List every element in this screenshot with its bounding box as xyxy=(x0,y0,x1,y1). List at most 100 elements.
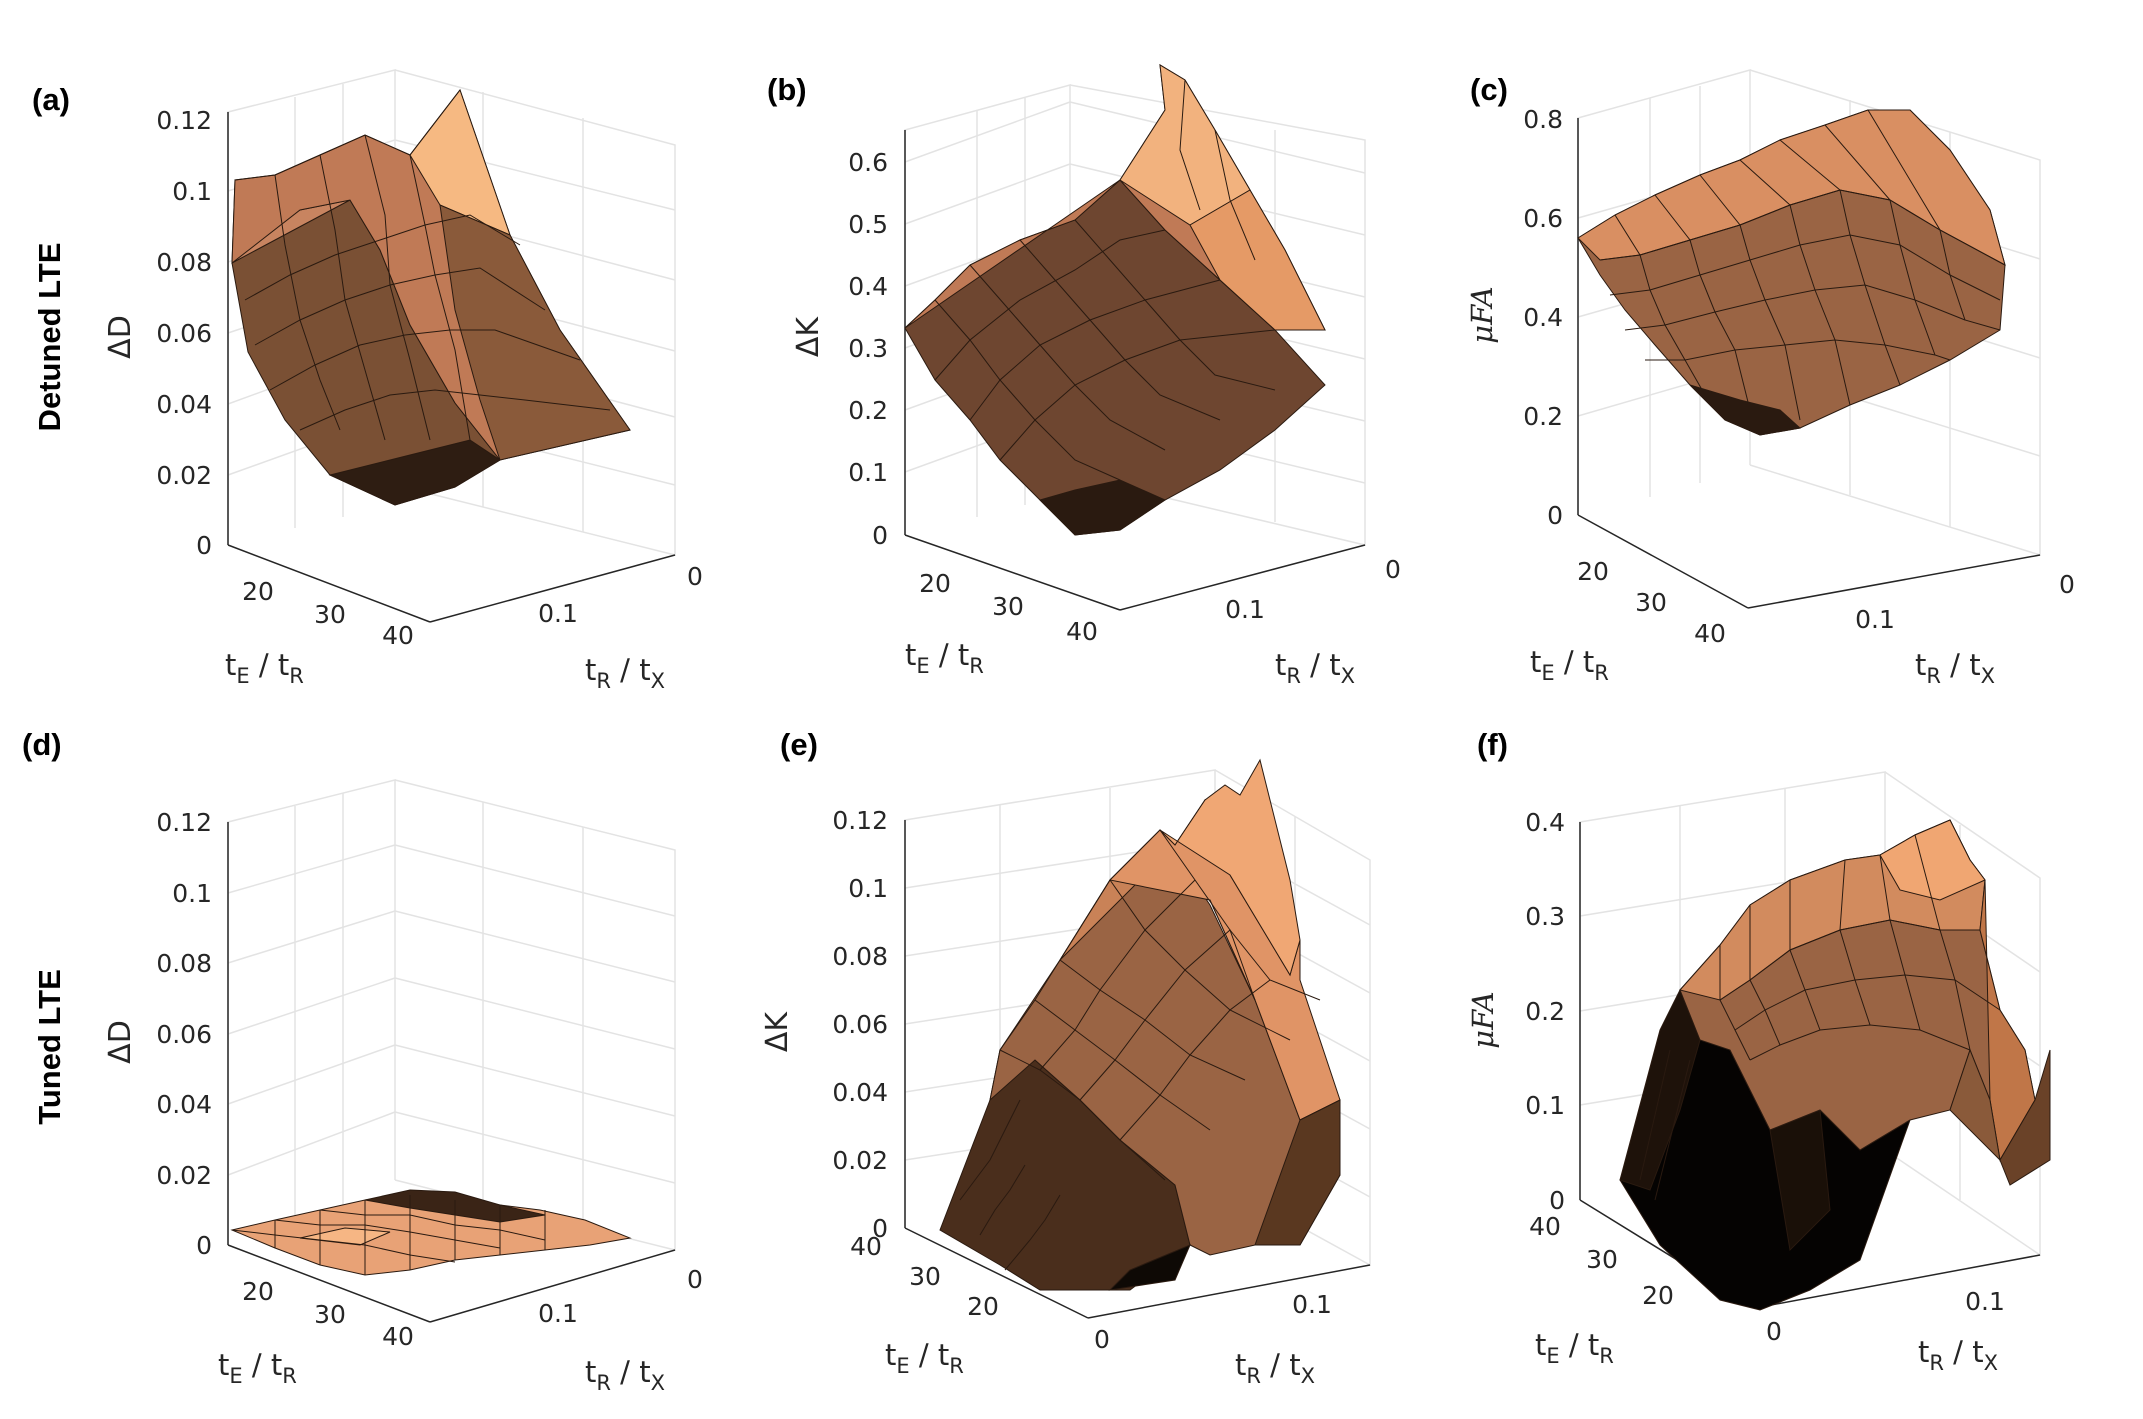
panel-c-ztick: 0.6 xyxy=(1523,204,1563,233)
panel-c-axes xyxy=(1577,118,2041,609)
panel-c-label: (c) xyxy=(1470,72,1508,107)
panel-b-zticks: 0 0.1 0.2 0.3 0.4 0.5 0.6 xyxy=(848,148,888,550)
panel-e-surface xyxy=(939,758,1341,1291)
panel-e-face-right xyxy=(1254,1099,1341,1246)
panel-c-ztick: 0.2 xyxy=(1523,402,1563,431)
panel-e-ztick: 0.12 xyxy=(832,806,888,835)
panel-a-ztick: 0.06 xyxy=(156,319,212,348)
panel-b-xtick: 20 xyxy=(919,569,951,598)
panel-a-ylabel: ΔD xyxy=(103,315,138,359)
panel-e-ztick: 0.02 xyxy=(832,1146,888,1175)
panel-e-face-ridge xyxy=(1159,758,1301,977)
panel-b-ylabel: ΔK xyxy=(791,316,826,358)
panel-b-ztick: 0.2 xyxy=(848,396,888,425)
panel-e-ztick: 0.1 xyxy=(848,874,888,903)
panel-b-ztick: 0.3 xyxy=(848,334,888,363)
panel-e-ztick: 0 xyxy=(872,1214,888,1243)
panel-b-surface xyxy=(904,64,1326,536)
panel-b-axes xyxy=(904,130,1366,611)
row-label-tuned: Tuned LTE xyxy=(32,969,67,1125)
panel-b-xlabel: tE / tR xyxy=(905,638,984,678)
panel-d-ylabel: ΔD xyxy=(103,1020,138,1064)
panel-a-xtick: 20 xyxy=(242,577,274,606)
panel-f-xtick: 20 xyxy=(1642,1281,1674,1310)
panel-f-label: (f) xyxy=(1477,727,1508,762)
panel-b-ytick: 0.1 xyxy=(1225,595,1265,624)
panel-f-ztick: 0.4 xyxy=(1525,808,1565,837)
panel-d-xtick: 30 xyxy=(314,1300,346,1329)
panel-e-xtick: 0 xyxy=(1094,1325,1110,1354)
panel-d-ztick: 0.02 xyxy=(156,1161,212,1190)
panel-b-ztick: 0.6 xyxy=(848,148,888,177)
panel-d-label: (d) xyxy=(22,727,62,762)
panel-a-xlabel: tE / tR xyxy=(225,648,304,688)
panel-d-xticks: 20 30 40 xyxy=(242,1277,414,1351)
panel-a-ztick: 0 xyxy=(196,531,212,560)
panel-d-axes xyxy=(227,822,676,1323)
panel-d-ztick: 0.1 xyxy=(172,879,212,908)
row-label-detuned: Detuned LTE xyxy=(32,243,67,432)
panel-e-ytick: 0.1 xyxy=(1292,1290,1332,1319)
panel-c-ylabel-axis: tR / tX xyxy=(1915,648,1995,688)
panel-f-ztick: 0.2 xyxy=(1525,997,1565,1026)
panel-f-ylabel: μFA xyxy=(1466,991,1500,1048)
panel-d-surface xyxy=(230,1189,632,1276)
panel-c-xtick: 30 xyxy=(1635,588,1667,617)
panel-f-xlabel: tE / tR xyxy=(1535,1328,1614,1368)
panel-b-xticks: 20 30 40 xyxy=(919,569,1098,646)
panel-e-ztick: 0.06 xyxy=(832,1010,888,1039)
panel-a-zticks: 0 0.02 0.04 0.06 0.08 0.1 0.12 xyxy=(156,106,212,560)
panel-d-xtick: 20 xyxy=(242,1277,274,1306)
panel-f-xtick: 0 xyxy=(1766,1317,1782,1346)
panel-c-xtick: 40 xyxy=(1694,619,1726,648)
panel-d-ztick: 0.06 xyxy=(156,1020,212,1049)
panel-b-ztick: 0.5 xyxy=(848,210,888,239)
panel-a-ztick: 0.1 xyxy=(172,177,212,206)
panel-f-ylabel-axis: tR / tX xyxy=(1918,1335,1998,1375)
panel-c-xtick: 20 xyxy=(1577,557,1609,586)
panel-a-ylabel-axis: tR / tX xyxy=(585,653,665,693)
panel-e-yticks: 0.1 xyxy=(1292,1290,1332,1319)
panel-d: (d) xyxy=(22,727,703,1395)
panel-a-surface xyxy=(231,88,631,506)
panel-e-xticks: 40 30 20 0 xyxy=(850,1232,1110,1354)
panel-b: (b) xyxy=(767,64,1401,688)
panel-b-ztick: 0 xyxy=(872,521,888,550)
panel-d-xlabel: tE / tR xyxy=(218,1348,297,1388)
panel-f-ytick: 0.1 xyxy=(1965,1287,2005,1316)
panel-e-ylabel-axis: tR / tX xyxy=(1235,1348,1315,1388)
panel-c-face-dark xyxy=(1689,384,1802,436)
panel-f-face-flap xyxy=(1999,1049,2051,1186)
panel-d-ytick: 0.1 xyxy=(538,1299,578,1328)
panel-a-ztick: 0.12 xyxy=(156,106,212,135)
panel-c-xlabel: tE / tR xyxy=(1530,645,1609,685)
panel-f-ztick: 0.3 xyxy=(1525,902,1565,931)
panel-e-ztick: 0.08 xyxy=(832,942,888,971)
panel-f-surface xyxy=(1619,819,2051,1311)
panel-b-ytick: 0 xyxy=(1385,555,1401,584)
panel-d-ylabel-axis: tR / tX xyxy=(585,1355,665,1395)
panel-d-ztick: 0.04 xyxy=(156,1090,212,1119)
panel-a-ztick: 0.08 xyxy=(156,248,212,277)
panel-c-xticks: 20 30 40 xyxy=(1577,557,1726,648)
panel-f-ztick: 0 xyxy=(1549,1186,1565,1215)
panel-d-ztick: 0 xyxy=(196,1231,212,1260)
panel-d-grid xyxy=(227,779,676,1251)
panel-a-xticks: 20 30 40 xyxy=(242,577,414,650)
panel-d-zticks: 0 0.02 0.04 0.06 0.08 0.1 0.12 xyxy=(156,808,212,1260)
panel-b-xtick: 30 xyxy=(992,592,1024,621)
panel-e-face-base xyxy=(1108,1244,1191,1291)
panel-a: (a) xyxy=(32,69,703,693)
panel-c-ytick: 0.1 xyxy=(1855,605,1895,634)
panel-c-surface xyxy=(1577,109,2006,436)
panel-e-label: (e) xyxy=(780,727,818,762)
panel-f: (f) xyxy=(1466,727,2051,1375)
panel-a-yticks: 0.1 0 xyxy=(538,562,703,628)
panel-a-xtick: 40 xyxy=(382,621,414,650)
panel-b-ztick: 0.1 xyxy=(848,458,888,487)
panel-b-xtick: 40 xyxy=(1066,617,1098,646)
panel-c-ztick: 0.4 xyxy=(1523,303,1563,332)
panel-e-xlabel: tE / tR xyxy=(885,1338,964,1378)
panel-f-xticks: 40 30 20 0 xyxy=(1529,1212,1782,1346)
